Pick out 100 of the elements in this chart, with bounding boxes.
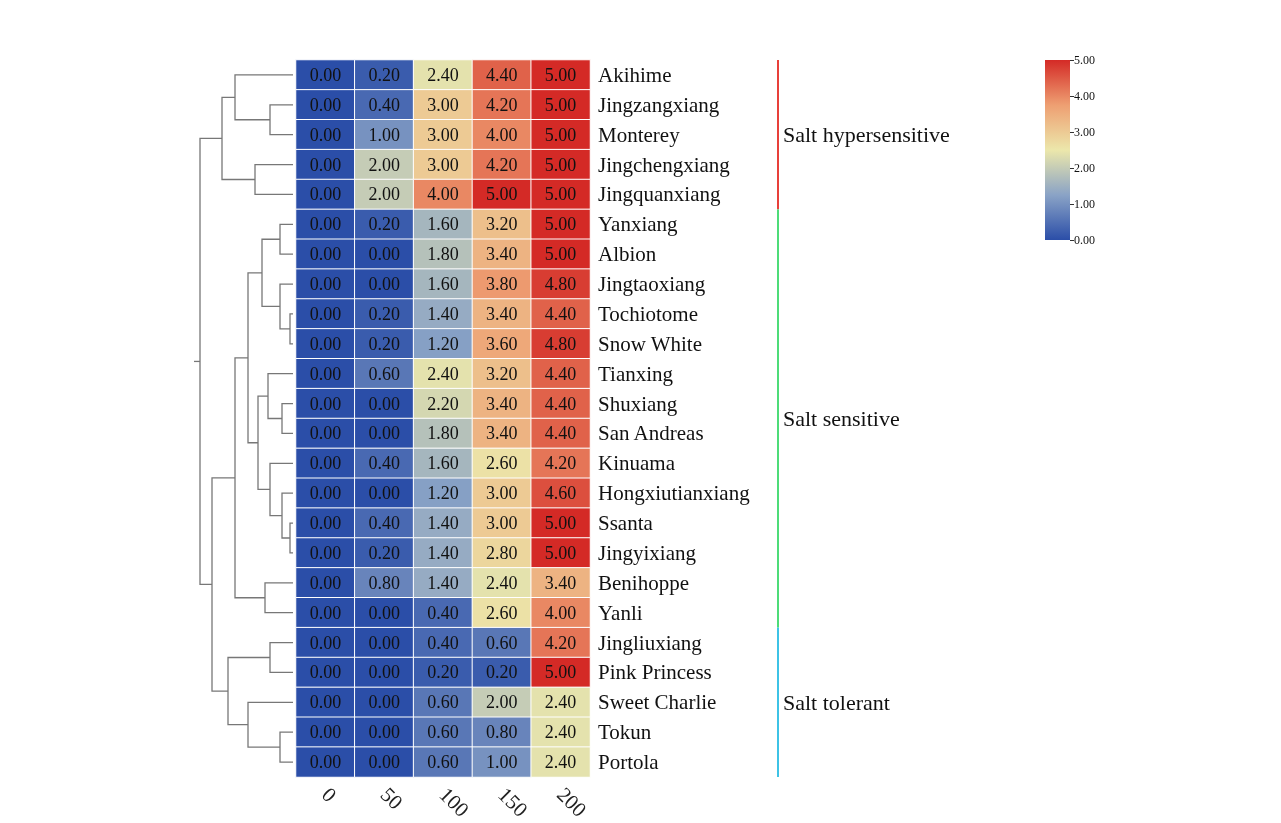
data-label: 0.00: [368, 722, 400, 743]
data-label: 0.80: [368, 572, 400, 593]
text: Salt tolerant: [783, 689, 890, 715]
data-label: 1.40: [427, 542, 459, 563]
data-label: 0.20: [427, 662, 459, 683]
data-label: 4.00: [427, 184, 459, 205]
data-label: 3.00: [486, 483, 518, 504]
data-label: 1.00: [368, 124, 400, 145]
color-bar-label: 0.00: [1074, 233, 1095, 247]
data-label: 5.00: [544, 542, 577, 563]
y-tick-label: Akihime: [598, 62, 672, 87]
data-label: 0.00: [309, 333, 342, 354]
data-label: 4.60: [544, 483, 577, 504]
data-label: 3.00: [486, 513, 518, 534]
y-tick-label: Portola: [598, 750, 660, 775]
data-label: 0.00: [368, 632, 400, 653]
data-label: 0.00: [309, 393, 342, 414]
data-label: 0.00: [368, 393, 400, 414]
data-label: 5.00: [544, 214, 577, 235]
data-label: 1.60: [427, 274, 459, 295]
data-label: 0.20: [368, 64, 400, 85]
data-label: 5.00: [544, 94, 577, 115]
data-label: 0.00: [309, 423, 342, 444]
data-label: 2.80: [486, 542, 518, 563]
data-label: 0.00: [368, 662, 400, 683]
data-label: 1.60: [427, 214, 459, 235]
data-label: 0.00: [368, 244, 400, 265]
y-tick-label: Tochiotome: [598, 301, 699, 326]
data-label: 2.00: [368, 154, 400, 175]
data-label: 0.00: [309, 303, 342, 324]
data-label: 0.20: [486, 662, 518, 683]
data-label: 3.40: [486, 423, 518, 444]
data-label: 0.00: [309, 483, 342, 504]
y-tick-label: Monterey: [598, 122, 681, 147]
y-tick-label: Snow White: [598, 331, 703, 356]
data-label: 0.20: [368, 303, 400, 324]
data-label: 2.40: [544, 692, 577, 713]
y-tick-label: Jingliuxiang: [598, 630, 703, 655]
y-tick-label: Benihoppe: [598, 570, 689, 595]
y-tick-label: Tokun: [598, 720, 652, 745]
data-label: 4.00: [486, 124, 518, 145]
data-label: 2.40: [427, 64, 459, 85]
x-tick-label: 150: [493, 782, 533, 822]
data-label: 0.00: [368, 423, 400, 444]
color-bar-label: 3.00: [1074, 125, 1095, 139]
data-label: 0.00: [309, 572, 342, 593]
data-label: 5.00: [544, 154, 577, 175]
data-label: 0.00: [309, 513, 342, 534]
y-tick-label: Albion: [598, 242, 657, 267]
data-label: 2.20: [427, 393, 459, 414]
data-label: 4.40: [544, 303, 577, 324]
y-tick-label: Ssanta: [598, 511, 654, 536]
data-label: 3.00: [427, 124, 459, 145]
data-label: 1.40: [427, 572, 459, 593]
data-label: 1.40: [427, 303, 459, 324]
color-bar-label: 2.00: [1074, 161, 1095, 175]
data-label: 3.60: [486, 333, 518, 354]
y-tick-label: Pink Princess: [598, 660, 712, 685]
color-bar-label: 5.00: [1074, 53, 1095, 67]
data-label: 0.60: [427, 722, 459, 743]
data-label: 0.00: [309, 752, 342, 773]
x-tick-label: 0: [316, 782, 342, 807]
data-label: 4.20: [544, 632, 577, 653]
y-tick-label: Jingtaoxiang: [598, 272, 706, 297]
x-tick-label: 200: [552, 782, 592, 822]
data-label: 0.20: [368, 214, 400, 235]
data-label: 5.00: [486, 184, 518, 205]
data-label: 4.40: [544, 393, 577, 414]
data-label: 0.40: [368, 94, 400, 115]
data-label: 0.00: [309, 274, 342, 295]
data-label: 0.00: [368, 752, 400, 773]
data-label: 4.00: [544, 602, 577, 623]
data-label: 4.40: [544, 423, 577, 444]
data-label: 3.00: [427, 94, 459, 115]
data-label: 4.20: [544, 453, 577, 474]
data-label: 0.00: [309, 94, 342, 115]
data-label: 0.40: [427, 632, 459, 653]
data-label: 0.00: [368, 483, 400, 504]
data-label: 5.00: [544, 662, 577, 683]
data-label: 0.00: [309, 124, 342, 145]
data-label: 0.00: [309, 722, 342, 743]
data-label: 0.00: [368, 602, 400, 623]
data-label: 1.40: [427, 513, 459, 534]
y-tick-label: Sweet Charlie: [598, 690, 717, 715]
data-label: 1.60: [427, 453, 459, 474]
color-bar-label: 1.00: [1074, 197, 1095, 211]
data-label: 0.00: [309, 363, 342, 384]
data-label: 5.00: [544, 64, 577, 85]
data-label: 0.00: [309, 184, 342, 205]
data-label: 2.40: [544, 752, 577, 773]
data-label: 3.20: [486, 363, 518, 384]
data-label: 0.00: [309, 154, 342, 175]
data-label: 5.00: [544, 244, 577, 265]
data-label: 1.20: [427, 333, 459, 354]
data-label: 0.40: [368, 513, 400, 534]
data-label: 3.40: [486, 303, 518, 324]
y-tick-label: Hongxiutianxiang: [598, 481, 751, 506]
data-label: 0.80: [486, 722, 518, 743]
data-label: 0.60: [427, 692, 459, 713]
y-tick-label: Jingyixiang: [598, 540, 697, 565]
